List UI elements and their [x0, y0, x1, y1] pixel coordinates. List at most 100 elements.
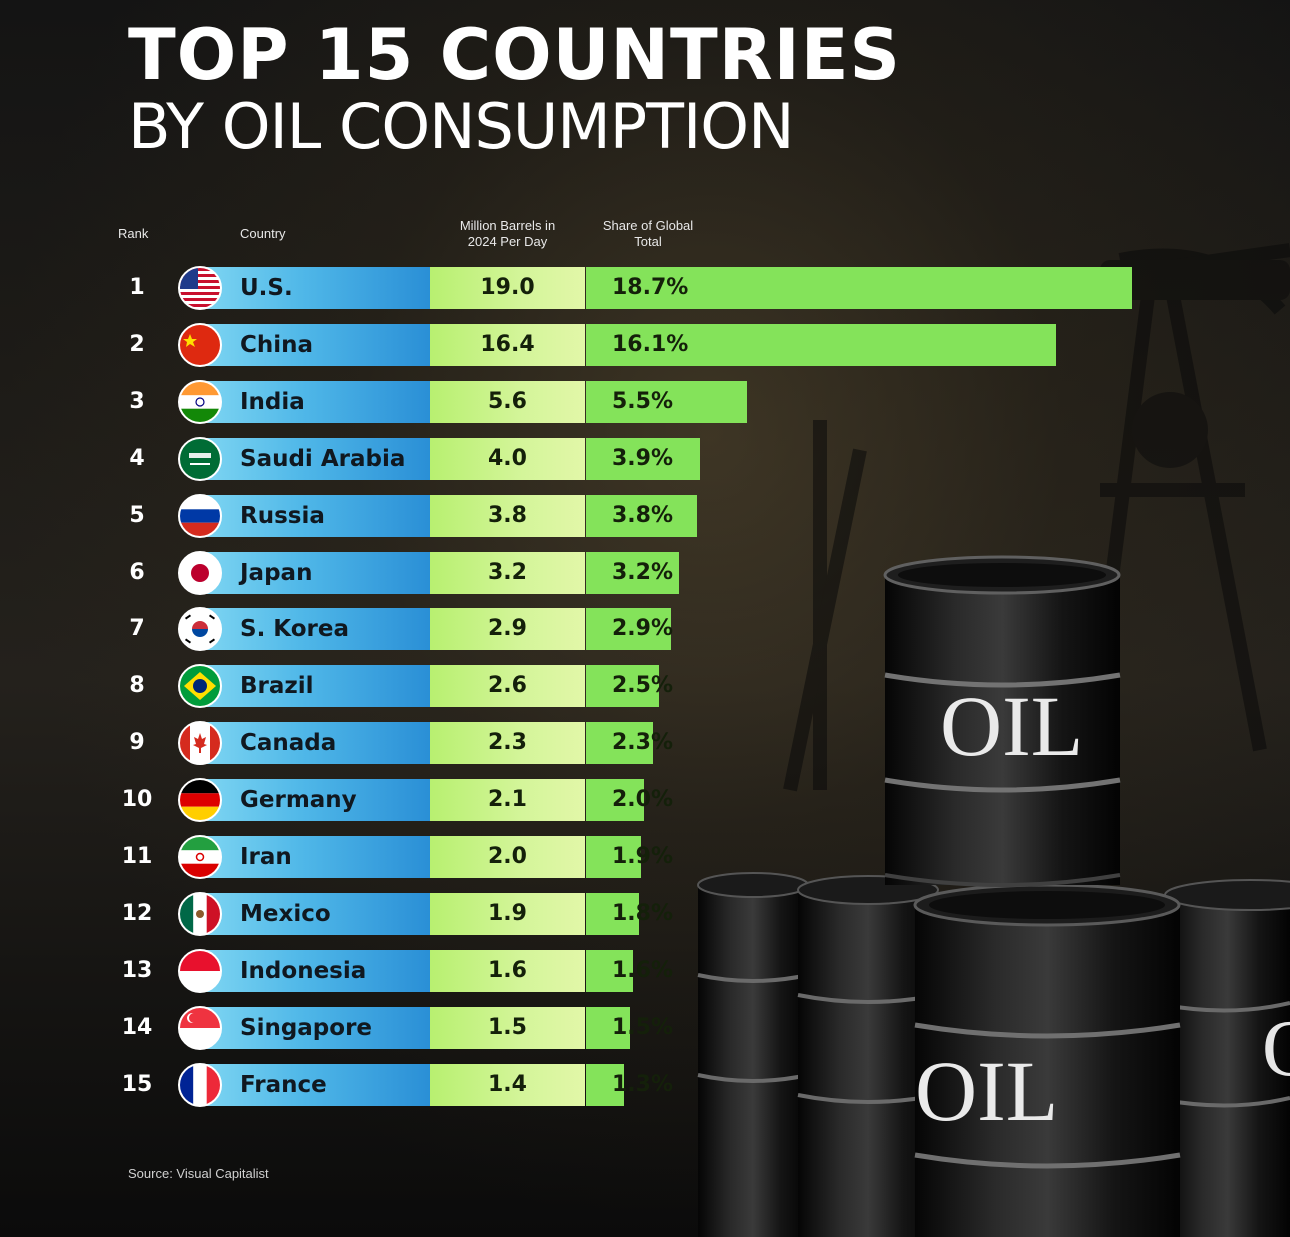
rank-label: 7 [129, 616, 145, 642]
barrels-cell [430, 1006, 585, 1049]
country-label: India [240, 388, 305, 415]
barrels-value: 2.3 [488, 730, 527, 756]
rank-label: 6 [129, 559, 145, 585]
table-row: 5 Russia 3.8 3.8% [0, 493, 1290, 538]
barrels-cell [430, 323, 585, 366]
share-bar [586, 494, 697, 537]
rank-label: 3 [129, 388, 145, 414]
country-bar [200, 551, 430, 594]
barrels-value: 3.2 [488, 559, 527, 585]
share-bar [586, 380, 747, 423]
chart-title: TOP 15 COUNTRIES [128, 14, 901, 96]
share-value: 5.5% [612, 388, 674, 414]
table-row: 7 S. Korea 2.9 2.9% [0, 607, 1290, 652]
barrels-cell [430, 665, 585, 708]
country-bar [200, 380, 430, 423]
pumpjack-silhouette-icon [783, 243, 1290, 792]
table-row: 4 Saudi Arabia 4.0 3.9% [0, 436, 1290, 481]
canada-flag-icon [178, 721, 222, 766]
share-header-line2: Total [634, 234, 662, 249]
country-label: Iran [240, 844, 292, 870]
india-flag-icon [178, 379, 222, 424]
saudi-arabia-flag-icon [178, 436, 222, 481]
singapore-flag-icon [178, 1005, 222, 1050]
share-value: 1.5% [612, 1014, 674, 1040]
country-bar [200, 323, 430, 366]
country-bar [200, 1006, 430, 1049]
country-bar [200, 1063, 430, 1106]
country-label: Saudi Arabia [240, 445, 406, 472]
country-label: Indonesia [240, 957, 367, 984]
country-label: Russia [240, 502, 325, 529]
share-value: 2.5% [612, 673, 674, 699]
barrels-value: 1.9 [488, 900, 527, 926]
share-bar [586, 437, 700, 480]
barrels-value: 1.6 [488, 957, 527, 983]
barrels-value: 4.0 [488, 445, 527, 471]
country-bar [200, 437, 430, 480]
barrels-cell [430, 494, 585, 537]
barrels-value: 5.6 [488, 388, 527, 414]
chart-subtitle: BY OIL CONSUMPTION [128, 90, 794, 163]
brazil-flag-icon [178, 664, 222, 709]
oil-barrels-illustration: OIL OIL OIL [697, 555, 1290, 1237]
rank-label: 1 [129, 275, 145, 300]
country-bar [200, 722, 430, 765]
share-value: 3.2% [612, 559, 674, 585]
share-value: 1.6% [612, 957, 674, 983]
rank-label: 2 [129, 331, 145, 357]
country-bar [200, 949, 430, 992]
mexico-flag-icon [178, 891, 222, 936]
rank-label: 12 [121, 900, 153, 926]
country-bar [200, 267, 430, 309]
country-label: Brazil [240, 673, 314, 700]
barrels-cell [430, 836, 585, 878]
share-bar [586, 323, 1056, 366]
share-bar [586, 1063, 624, 1106]
country-label: Singapore [240, 1014, 373, 1041]
share-value: 3.8% [612, 502, 674, 528]
table-row: 9 Canada 2.3 2.3% [0, 721, 1290, 766]
rank-label: 10 [121, 787, 153, 813]
russia-flag-icon [178, 493, 222, 538]
source-note: Source: Visual Capitalist [128, 1166, 269, 1181]
barrels-cell [430, 722, 585, 765]
barrels-header: Million Barrels in 2024 Per Day [430, 218, 585, 250]
barrels-cell [430, 551, 585, 594]
share-value: 2.3% [612, 730, 674, 756]
share-value: 16.1% [612, 331, 689, 357]
table-row: 14 Singapore 1.5 1.5% [0, 1005, 1290, 1050]
table-row: 15 France 1.4 1.3% [0, 1062, 1290, 1107]
barrels-header-line1: Million Barrels in [459, 218, 556, 233]
japan-flag-icon [178, 550, 222, 595]
rank-header: Rank [118, 226, 149, 241]
rank-label: 8 [129, 673, 145, 699]
table-row: 8 Brazil 2.6 2.5% [0, 664, 1290, 709]
share-bar [586, 608, 671, 651]
table-row: 12 Mexico 1.9 1.8% [0, 891, 1290, 936]
share-bar [586, 836, 641, 878]
table-row: 6 Japan 3.2 3.2% [0, 550, 1290, 595]
country-label: Germany [240, 787, 357, 814]
rank-label: 4 [129, 445, 145, 471]
rank-label: 11 [121, 844, 153, 869]
country-bar [200, 494, 430, 537]
share-value: 1.8% [612, 900, 674, 926]
barrels-header-line2: 2024 Per Day [467, 234, 548, 249]
table-row: 10 Germany 2.1 2.0% [0, 778, 1290, 823]
iran-flag-icon [178, 835, 222, 879]
germany-flag-icon [178, 778, 222, 823]
country-label: France [240, 1071, 327, 1098]
barrels-cell [430, 949, 585, 992]
barrels-value: 16.4 [480, 331, 535, 357]
share-bar [586, 892, 639, 935]
indonesia-flag-icon [178, 948, 222, 993]
rank-label: 13 [121, 957, 153, 983]
share-bar [586, 665, 659, 708]
country-bar [200, 836, 430, 878]
table-row: 3 India 5.6 5.5% [0, 379, 1290, 424]
share-header: Share of Global Total [586, 218, 710, 250]
barrels-cell [430, 267, 585, 309]
barrels-cell [430, 1063, 585, 1106]
country-header: Country [240, 226, 286, 241]
